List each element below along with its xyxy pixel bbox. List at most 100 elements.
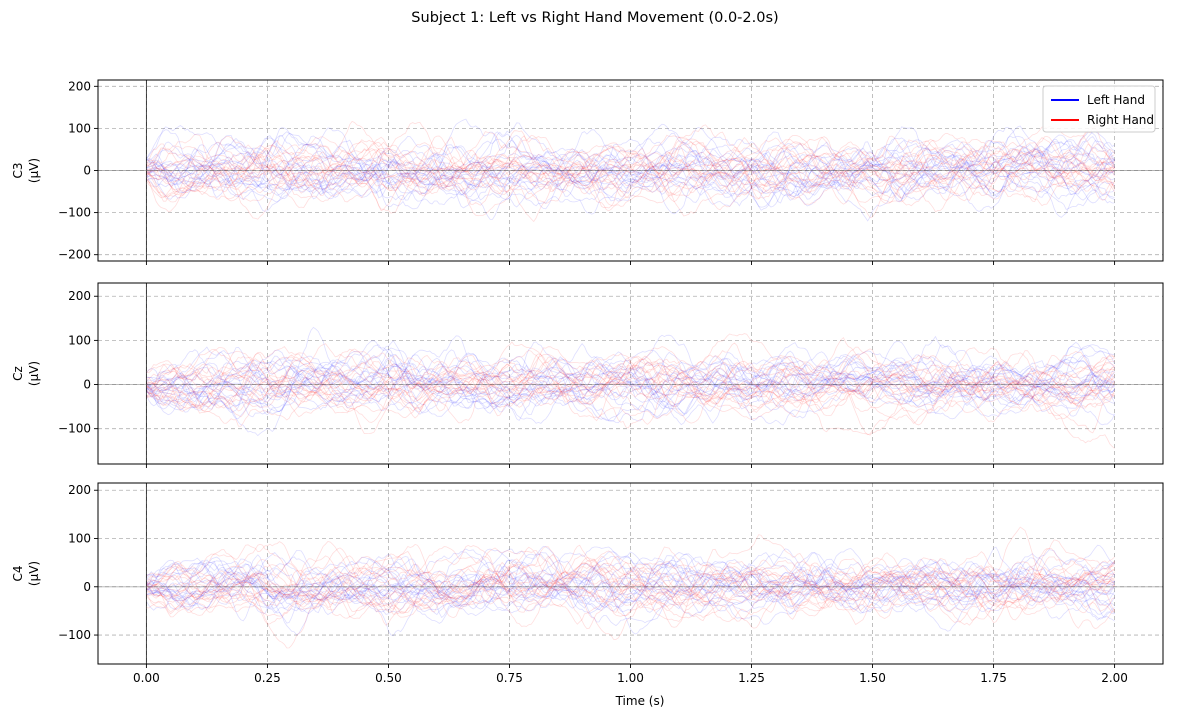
- right-hand-trial-trace: [146, 541, 1115, 613]
- panel-cz: −100 0 100 200 Cz (μV): [11, 282, 1164, 468]
- legend: Left Hand Right Hand: [1042, 85, 1156, 133]
- right-hand-trial-trace: [146, 546, 1115, 614]
- right-hand-trial-trace: [146, 348, 1115, 418]
- left-hand-trial-trace: [146, 546, 1115, 620]
- panel-c3-xticks: [145, 261, 1116, 265]
- right-hand-trial-trace: [146, 348, 1115, 407]
- y-tick-label: 100: [68, 333, 91, 347]
- left-hand-trial-trace: [146, 551, 1115, 637]
- left-hand-trial-trace: [146, 122, 1115, 200]
- right-hand-trial-trace: [146, 143, 1115, 211]
- left-hand-trial-trace: [146, 347, 1115, 410]
- right-hand-trial-trace: [146, 336, 1115, 449]
- right-hand-trial-trace: [146, 544, 1115, 630]
- right-hand-trial-trace: [146, 347, 1115, 436]
- right-hand-trial-trace: [146, 125, 1115, 203]
- left-hand-trial-trace: [146, 125, 1115, 208]
- right-hand-trial-trace: [146, 135, 1115, 217]
- right-hand-trial-trace: [146, 119, 1115, 217]
- left-hand-trial-trace: [146, 335, 1115, 417]
- right-hand-trial-trace: [146, 553, 1115, 624]
- right-hand-trial-trace: [146, 127, 1115, 203]
- left-hand-trial-trace: [146, 341, 1115, 411]
- panel-c3-traces: [146, 118, 1115, 223]
- right-hand-trial-trace: [146, 534, 1115, 611]
- right-hand-trial-trace: [146, 356, 1115, 420]
- left-hand-trial-trace: [146, 344, 1115, 418]
- y-tick-label: 100: [68, 532, 91, 546]
- x-axis-label: Time (s): [615, 694, 665, 708]
- left-hand-trial-trace: [146, 127, 1115, 209]
- panel-c4-ylabel: C4: [11, 565, 25, 581]
- left-hand-trial-trace: [146, 364, 1115, 424]
- left-hand-trial-trace: [146, 548, 1115, 622]
- panel-c3: −200 −100 0 100 200 C3 (μV) Left Hand Right …: [11, 79, 1164, 265]
- left-hand-trial-trace: [146, 545, 1115, 608]
- right-hand-trial-trace: [146, 526, 1115, 626]
- right-hand-trial-trace: [146, 346, 1115, 413]
- right-hand-trial-trace: [146, 142, 1115, 212]
- right-hand-trial-trace: [146, 138, 1115, 205]
- y-tick-label: 200: [68, 483, 91, 497]
- right-hand-trial-trace: [146, 346, 1115, 417]
- right-hand-trial-trace: [146, 557, 1115, 625]
- right-hand-trial-trace: [146, 143, 1115, 220]
- left-hand-trial-trace: [146, 570, 1115, 622]
- panel-c3-overlay: [98, 80, 1163, 261]
- left-hand-trial-trace: [146, 127, 1115, 215]
- right-hand-trial-trace: [146, 543, 1115, 611]
- panel-c3-ylabel: C3: [11, 162, 25, 178]
- panel-c4-ylabel-unit: (μV): [27, 561, 41, 586]
- panel-c4: −100 0 100 200 0.00 0.25 0.50 0.75 1.00 1.25 1.50…: [11, 482, 1164, 685]
- chart-title: Subject 1: Left vs Right Hand Movement (…: [411, 10, 778, 26]
- left-hand-trial-trace: [146, 126, 1115, 208]
- left-hand-trial-trace: [146, 334, 1115, 409]
- right-hand-trial-trace: [146, 134, 1115, 200]
- right-hand-trial-trace: [146, 354, 1115, 414]
- x-tick-label: 1.00: [617, 671, 644, 685]
- right-hand-trial-trace: [146, 559, 1115, 619]
- right-hand-trial-trace: [146, 120, 1115, 198]
- panel-c3-ylabel-unit: (μV): [27, 158, 41, 183]
- left-hand-trial-trace: [146, 556, 1115, 635]
- right-hand-trial-trace: [146, 133, 1115, 223]
- x-tick-label: 0.75: [496, 671, 523, 685]
- panel-c4-overlay: [98, 483, 1163, 664]
- right-hand-trial-trace: [146, 133, 1115, 195]
- left-hand-trial-trace: [146, 558, 1115, 624]
- left-hand-trial-trace: [146, 550, 1115, 627]
- right-hand-trial-trace: [146, 121, 1115, 197]
- y-tick-label: 0: [83, 164, 91, 178]
- panel-c4-traces: [146, 526, 1115, 649]
- left-hand-trial-trace: [146, 344, 1115, 422]
- left-hand-trial-trace: [146, 351, 1115, 414]
- left-hand-trial-trace: [146, 135, 1115, 211]
- right-hand-trial-trace: [146, 546, 1115, 615]
- y-tick-label: −100: [58, 628, 91, 642]
- left-hand-trial-trace: [146, 132, 1115, 212]
- y-tick-label: 0: [83, 580, 91, 594]
- left-hand-trial-trace: [146, 553, 1115, 625]
- right-hand-trial-trace: [146, 561, 1115, 649]
- legend-right-hand-label: Right Hand: [1087, 113, 1154, 127]
- left-hand-trial-trace: [146, 131, 1115, 215]
- right-hand-trial-trace: [146, 541, 1115, 628]
- right-hand-trial-trace: [146, 345, 1115, 424]
- right-hand-trial-trace: [146, 333, 1115, 414]
- left-hand-trial-trace: [146, 359, 1115, 426]
- y-tick-label: 100: [68, 121, 91, 135]
- left-hand-trial-trace: [146, 345, 1115, 420]
- right-hand-trial-trace: [146, 130, 1115, 196]
- right-hand-trial-trace: [146, 353, 1115, 423]
- left-hand-trial-trace: [146, 551, 1115, 614]
- y-tick-label: 0: [83, 378, 91, 392]
- left-hand-trial-trace: [146, 123, 1115, 204]
- left-hand-trial-trace: [146, 342, 1115, 415]
- right-hand-trial-trace: [146, 348, 1115, 418]
- right-hand-trial-trace: [146, 343, 1115, 425]
- y-tick-label: −100: [58, 422, 91, 436]
- x-tick-label: 1.25: [738, 671, 765, 685]
- y-tick-label: 200: [68, 79, 91, 93]
- right-hand-trial-trace: [146, 553, 1115, 611]
- panel-c4-xticks: 0.00 0.25 0.50 0.75 1.00 1.25 1.50 1.75 2.00: [133, 664, 1128, 685]
